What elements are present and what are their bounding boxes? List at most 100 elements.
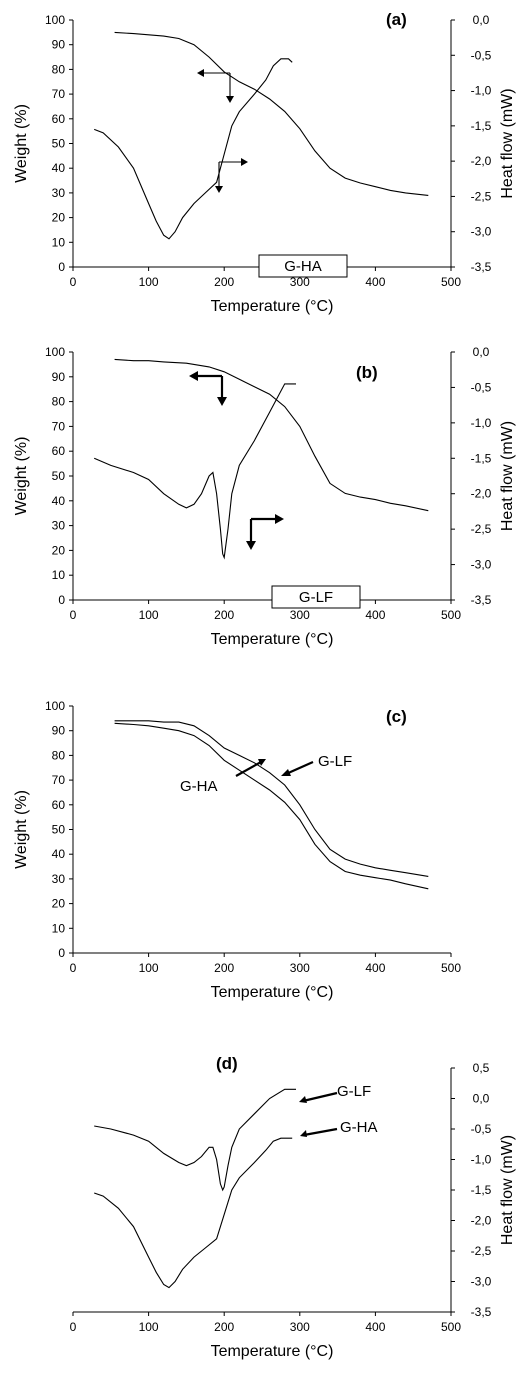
arrow-head (241, 158, 248, 166)
arrow-head (299, 1096, 307, 1103)
y-tick-label: 30 (52, 872, 66, 886)
series-heat-flow-line (93, 383, 296, 560)
y2-tick-label: -2,0 (471, 487, 492, 501)
y2-axis-label: Heat flow (mW) (499, 421, 516, 531)
y-tick-label: 70 (52, 773, 66, 787)
y-tick-label: 60 (52, 798, 66, 812)
x-tick-label: 500 (441, 1320, 461, 1334)
y-tick-label: 70 (52, 419, 66, 433)
y-tick-label: 10 (52, 921, 66, 935)
x-tick-label: 100 (139, 275, 159, 289)
y-axis-label: Weight (%) (13, 437, 30, 516)
annotation-g-lf: G-LF (318, 753, 352, 770)
arrow-line (302, 1091, 338, 1103)
y2-axis-label: Heat flow (mW) (499, 1135, 516, 1245)
annotation-label: G-LF (299, 589, 333, 606)
series-g-lf-line (114, 720, 429, 877)
series-weight-line (114, 358, 429, 512)
arrow-head (275, 514, 284, 524)
x-axis-label: Temperature (°C) (211, 631, 334, 648)
chart-panel-b: 0 100 200 300 400 500 Temperature (°C) 0 10 20 30 4… (13, 345, 516, 648)
y-tick-label: 90 (52, 370, 66, 384)
y-tick-label: 30 (52, 186, 66, 200)
y-tick-label: 40 (52, 161, 66, 175)
y2-tick-label: -2,5 (471, 522, 492, 536)
y2-tick-label: -2,0 (471, 154, 492, 168)
chart-panel-c: 0 100 200 300 400 500 Temperature (°C) 0 10 20 30 4… (13, 699, 461, 1001)
annotation-g-ha: G-HA (180, 778, 218, 795)
y-tick-label: 50 (52, 469, 66, 483)
x-tick-label: 0 (70, 275, 77, 289)
y2-tick-label: 0,5 (473, 1061, 490, 1075)
y2-tick-label: -0,5 (471, 48, 492, 62)
y-tick-label: 0 (58, 593, 65, 607)
arrow-head (258, 759, 266, 766)
x-tick-label: 200 (214, 961, 234, 975)
annotation-box (258, 254, 348, 278)
y-tick-label: 70 (52, 87, 66, 101)
y2-tick-label: -2,5 (471, 1244, 492, 1258)
panel-label: (b) (356, 363, 378, 382)
y2-tick-label: -1,5 (471, 119, 492, 133)
x-axis-label: Temperature (°C) (211, 984, 334, 1001)
y-tick-label: 80 (52, 748, 66, 762)
y2-tick-label: -1,0 (471, 1153, 492, 1167)
y2-tick-label: -1,5 (471, 451, 492, 465)
y2-tick-label: -3,5 (471, 260, 492, 274)
series-g-ha-line (94, 1137, 293, 1289)
y2-tick-label: -0,5 (471, 380, 492, 394)
y2-tick-label: -2,0 (471, 1214, 492, 1228)
arrow-head (246, 541, 256, 550)
y-axis-label: Weight (%) (13, 790, 30, 869)
y-tick-label: 100 (45, 345, 65, 359)
arrow-head (281, 769, 291, 776)
annotation-box (271, 585, 361, 609)
annotation-label: G-HA (284, 258, 322, 275)
arrow-line (235, 761, 262, 777)
series-weight-line (114, 31, 429, 196)
y2-tick-label: -2,5 (471, 189, 492, 203)
y2-tick-label: 0,0 (473, 345, 490, 359)
x-tick-label: 0 (70, 608, 77, 622)
y-tick-label: 0 (58, 260, 65, 274)
x-tick-label: 300 (290, 608, 310, 622)
y-tick-label: 40 (52, 494, 66, 508)
x-tick-label: 0 (70, 1320, 77, 1334)
y2-tick-label: -1,0 (471, 416, 492, 430)
arrow-head (217, 397, 227, 406)
x-tick-label: 200 (214, 608, 234, 622)
arrow-head (197, 69, 204, 77)
y-tick-label: 10 (52, 235, 66, 249)
x-tick-label: 400 (365, 1320, 385, 1334)
arrow-head (215, 186, 223, 193)
x-tick-label: 300 (290, 1320, 310, 1334)
x-tick-label: 300 (290, 275, 310, 289)
y2-tick-label: 0,0 (473, 1092, 490, 1106)
chart-panel-a: 0 100 200 300 400 500 Temperature (°C) 0 10 20 30 4… (13, 10, 516, 315)
y2-tick-label: -1,0 (471, 84, 492, 98)
x-tick-label: 200 (214, 275, 234, 289)
arrow-head (226, 96, 234, 103)
x-tick-label: 400 (365, 961, 385, 975)
x-tick-label: 500 (441, 961, 461, 975)
y2-tick-label: -3,5 (471, 1305, 492, 1319)
x-tick-label: 300 (290, 961, 310, 975)
y-tick-label: 20 (52, 897, 66, 911)
y-tick-label: 40 (52, 847, 66, 861)
y2-tick-label: -3,0 (471, 225, 492, 239)
arrow-line (303, 1127, 338, 1137)
series-g-ha-line (114, 722, 429, 890)
x-tick-label: 100 (139, 961, 159, 975)
x-tick-label: 400 (365, 608, 385, 622)
y2-axis-label: Heat flow (mW) (499, 88, 516, 198)
y-tick-label: 80 (52, 62, 66, 76)
x-tick-label: 200 (214, 1320, 234, 1334)
panel-label: (d) (216, 1054, 238, 1073)
y-tick-label: 20 (52, 543, 66, 557)
x-axis-label: Temperature (°C) (211, 298, 334, 315)
y-tick-label: 60 (52, 444, 66, 458)
x-tick-label: 500 (441, 608, 461, 622)
x-tick-label: 500 (441, 275, 461, 289)
arrow-head (300, 1130, 307, 1137)
